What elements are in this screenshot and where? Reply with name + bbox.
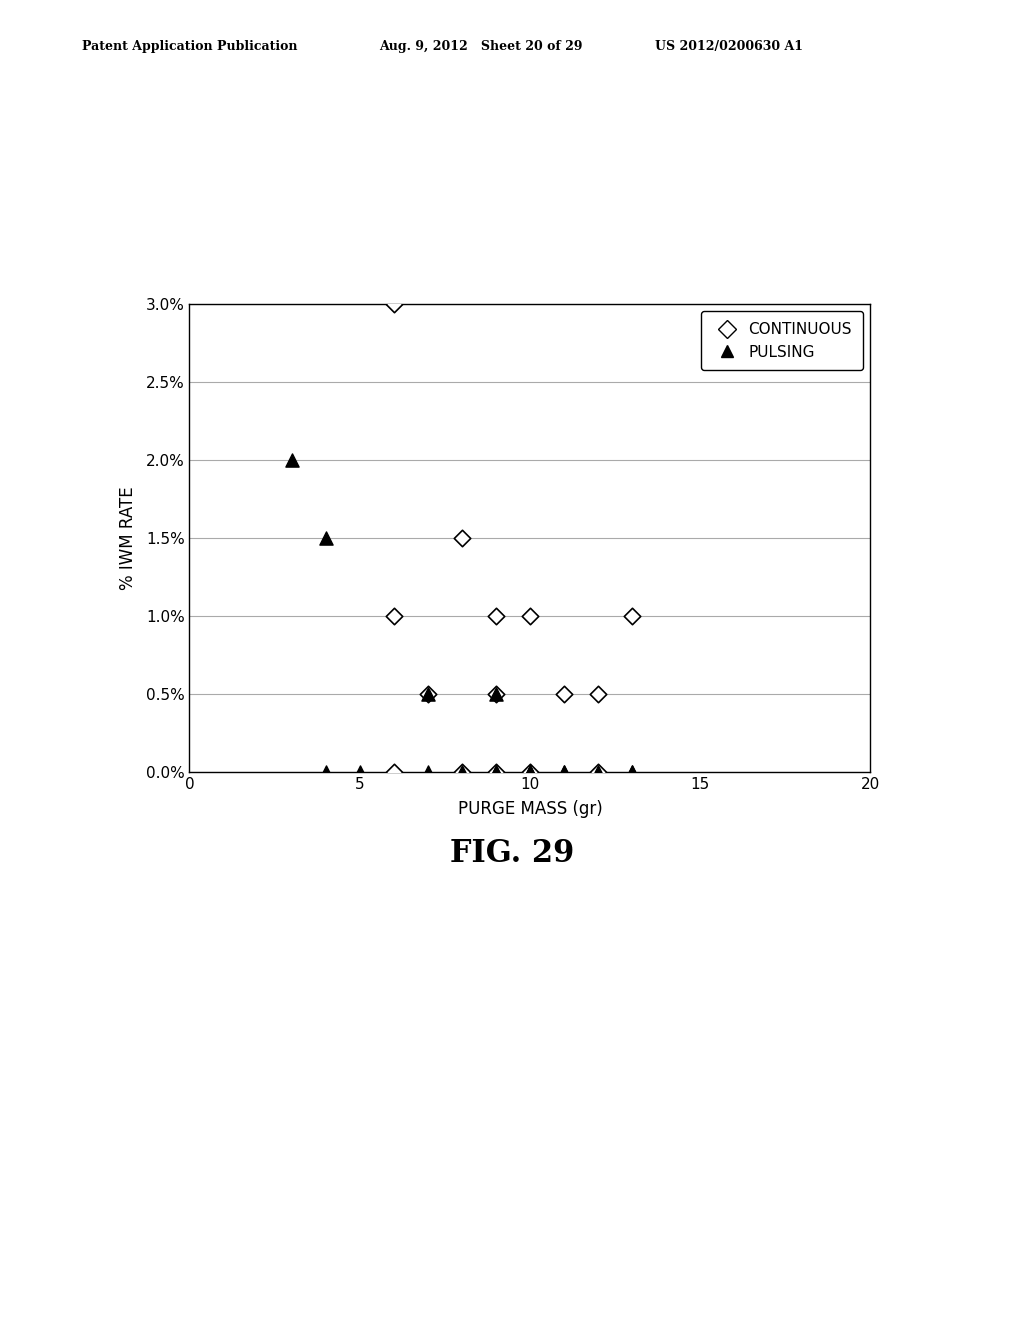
- PULSING: [454, 762, 470, 783]
- PULSING: [556, 762, 572, 783]
- PULSING: [556, 762, 572, 783]
- PULSING: [351, 762, 368, 783]
- Text: Patent Application Publication: Patent Application Publication: [82, 40, 297, 53]
- PULSING: [522, 762, 539, 783]
- PULSING: [317, 762, 334, 783]
- CONTINUOUS: [590, 762, 606, 783]
- CONTINUOUS: [556, 684, 572, 705]
- PULSING: [284, 449, 300, 470]
- CONTINUOUS: [487, 762, 504, 783]
- CONTINUOUS: [385, 606, 401, 627]
- Y-axis label: % IWM RATE: % IWM RATE: [120, 486, 137, 590]
- PULSING: [590, 762, 606, 783]
- PULSING: [420, 684, 436, 705]
- PULSING: [487, 684, 504, 705]
- CONTINUOUS: [454, 528, 470, 549]
- CONTINUOUS: [522, 762, 539, 783]
- CONTINUOUS: [454, 762, 470, 783]
- Text: US 2012/0200630 A1: US 2012/0200630 A1: [655, 40, 804, 53]
- CONTINUOUS: [385, 762, 401, 783]
- PULSING: [487, 762, 504, 783]
- Point: [487, 684, 504, 705]
- Point: [420, 684, 436, 705]
- CONTINUOUS: [522, 606, 539, 627]
- PULSING: [624, 762, 640, 783]
- PULSING: [420, 762, 436, 783]
- PULSING: [317, 528, 334, 549]
- CONTINUOUS: [385, 293, 401, 314]
- X-axis label: PURGE MASS (gr): PURGE MASS (gr): [458, 800, 602, 818]
- PULSING: [624, 762, 640, 783]
- Text: Aug. 9, 2012   Sheet 20 of 29: Aug. 9, 2012 Sheet 20 of 29: [379, 40, 583, 53]
- CONTINUOUS: [624, 606, 640, 627]
- Text: FIG. 29: FIG. 29: [450, 838, 574, 869]
- CONTINUOUS: [487, 606, 504, 627]
- PULSING: [487, 762, 504, 783]
- Point: [590, 684, 606, 705]
- PULSING: [522, 762, 539, 783]
- Legend: CONTINUOUS, PULSING: CONTINUOUS, PULSING: [701, 312, 863, 371]
- PULSING: [522, 762, 539, 783]
